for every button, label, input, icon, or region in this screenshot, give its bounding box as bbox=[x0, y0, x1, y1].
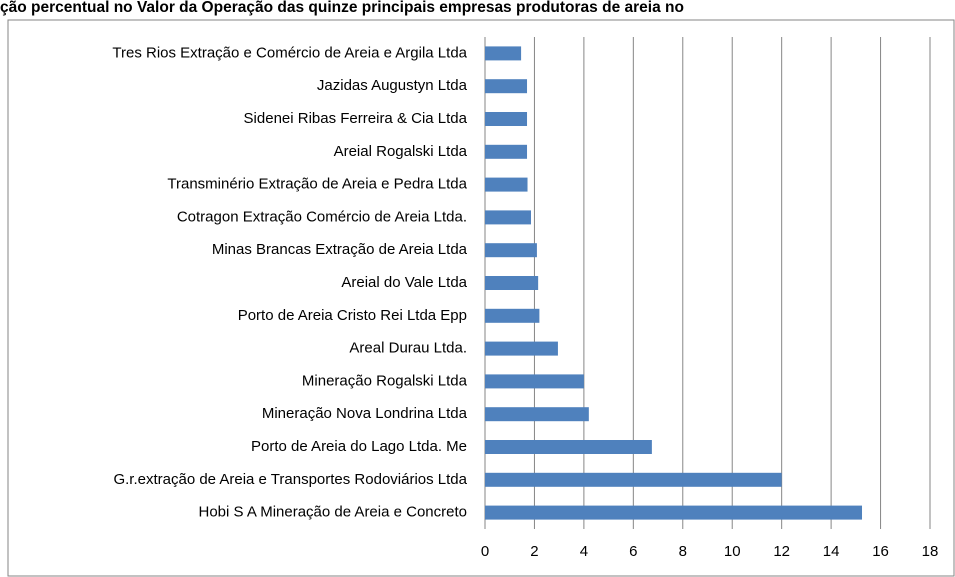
bar bbox=[485, 341, 558, 356]
bar bbox=[485, 79, 528, 94]
y-tick-label: Sidenei Ribas Ferreira & Cia Ltda bbox=[244, 110, 468, 127]
bar bbox=[485, 374, 584, 389]
bar bbox=[485, 144, 528, 159]
bar bbox=[485, 407, 589, 422]
x-tick-label: 4 bbox=[580, 543, 588, 560]
chart-title: ção percentual no Valor da Operação das … bbox=[0, 0, 684, 16]
bar bbox=[485, 308, 540, 323]
y-tick-label: Cotragon Extração Comércio de Areia Ltda… bbox=[177, 208, 467, 225]
y-tick-label: Mineração Rogalski Ltda bbox=[302, 372, 468, 389]
x-tick-label: 8 bbox=[679, 543, 687, 560]
bar bbox=[485, 46, 522, 61]
y-tick-label: Areial do Vale Ltda bbox=[341, 274, 467, 291]
bar bbox=[485, 112, 528, 126]
y-tick-label: Tres Rios Extração e Comércio de Areia e… bbox=[112, 44, 467, 61]
chart-frame bbox=[7, 19, 955, 577]
bar bbox=[485, 440, 652, 454]
y-tick-label: Porto de Areia Cristo Rei Ltda Epp bbox=[238, 307, 467, 324]
x-tick-label: 18 bbox=[922, 543, 939, 560]
bar bbox=[485, 177, 528, 192]
y-tick-label: Areal Durau Ltda. bbox=[349, 340, 467, 357]
y-tick-label: Minas Brancas Extração de Areia Ltda bbox=[212, 241, 468, 258]
x-tick-label: 14 bbox=[823, 543, 840, 560]
bar bbox=[485, 505, 863, 520]
bar bbox=[485, 276, 539, 290]
x-tick-label: 6 bbox=[629, 543, 637, 560]
x-tick-label: 12 bbox=[773, 543, 790, 560]
y-tick-label: Transminério Extração de Areia e Pedra L… bbox=[167, 176, 467, 193]
y-tick-label: Areial Rogalski Ltda bbox=[334, 143, 468, 160]
y-tick-label: G.r.extração de Areia e Transportes Rodo… bbox=[113, 471, 467, 488]
y-tick-label: Porto de Areia do Lago Ltda. Me bbox=[251, 438, 467, 455]
y-tick-label: Hobi S A Mineração de Areia e Concreto bbox=[199, 504, 468, 521]
bar bbox=[485, 210, 531, 225]
y-tick-label: Mineração Nova Londrina Ltda bbox=[262, 405, 468, 422]
x-tick-label: 16 bbox=[872, 543, 889, 560]
x-tick-label: 10 bbox=[724, 543, 741, 560]
x-tick-label: 0 bbox=[481, 543, 489, 560]
x-tick-label: 2 bbox=[530, 543, 538, 560]
bar bbox=[485, 472, 782, 487]
y-tick-label: Jazidas Augustyn Ltda bbox=[317, 77, 468, 94]
bar bbox=[485, 243, 537, 258]
